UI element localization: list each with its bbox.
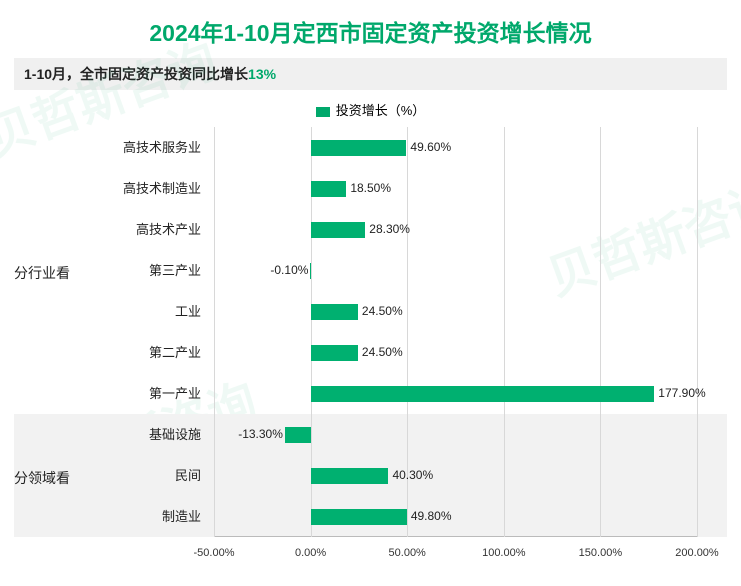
- group-label: 分行业看: [14, 263, 74, 283]
- bar-value-label: 24.50%: [362, 332, 403, 373]
- category-label: 制造业: [74, 496, 209, 537]
- legend-label: 投资增长（%）: [336, 103, 426, 118]
- chart-container: 分行业看分领域看 高技术服务业高技术制造业高技术产业第三产业工业第二产业第一产业…: [14, 127, 727, 567]
- legend-swatch: [316, 107, 330, 117]
- bar-value-label: 28.30%: [369, 209, 410, 250]
- category-label: 基础设施: [74, 414, 209, 455]
- bar-value-label: 49.60%: [410, 127, 451, 168]
- bar-value-label: 40.30%: [392, 455, 433, 496]
- category-label: 民间: [74, 455, 209, 496]
- x-tick-label: 0.00%: [295, 547, 326, 559]
- x-tick-label: -50.00%: [194, 547, 235, 559]
- bar: [311, 468, 389, 484]
- gridline: [600, 127, 601, 537]
- x-tick-label: 50.00%: [389, 547, 426, 559]
- category-label: 第二产业: [74, 332, 209, 373]
- bar-value-label: 24.50%: [362, 291, 403, 332]
- subtitle-value: 13%: [248, 66, 276, 82]
- chart-subtitle: 1-10月，全市固定资产投资同比增长13%: [14, 58, 727, 90]
- category-label: 高技术产业: [74, 209, 209, 250]
- gridline: [697, 127, 698, 537]
- x-axis-line: [214, 536, 697, 537]
- bar-value-label: 18.50%: [350, 168, 391, 209]
- x-tick-label: 150.00%: [579, 547, 622, 559]
- gridline: [214, 127, 215, 537]
- bar-value-label: -13.30%: [238, 414, 283, 455]
- bar: [311, 509, 407, 525]
- bar: [311, 140, 407, 156]
- category-label: 第三产业: [74, 250, 209, 291]
- bar: [311, 181, 347, 197]
- chart-legend: 投资增长（%）: [0, 90, 741, 127]
- bar: [311, 222, 366, 238]
- x-tick-label: 200.00%: [675, 547, 718, 559]
- category-label: 第一产业: [74, 373, 209, 414]
- x-tick-label: 100.00%: [482, 547, 525, 559]
- bar-value-label: 49.80%: [411, 496, 452, 537]
- category-label: 工业: [74, 291, 209, 332]
- gridline: [504, 127, 505, 537]
- bar: [285, 427, 311, 443]
- bar: [311, 386, 655, 402]
- group-label: 分领域看: [14, 468, 74, 488]
- bar: [311, 345, 358, 361]
- category-label: 高技术制造业: [74, 168, 209, 209]
- bar-value-label: 177.90%: [658, 373, 705, 414]
- category-label: 高技术服务业: [74, 127, 209, 168]
- chart-title: 2024年1-10月定西市固定资产投资增长情况: [0, 0, 741, 54]
- bar-value-label: -0.10%: [270, 250, 308, 291]
- chart-plot-area: -50.00%0.00%50.00%100.00%150.00%200.00%4…: [214, 127, 697, 537]
- bar: [311, 304, 358, 320]
- subtitle-prefix: 1-10月，全市固定资产投资同比增长: [24, 66, 248, 82]
